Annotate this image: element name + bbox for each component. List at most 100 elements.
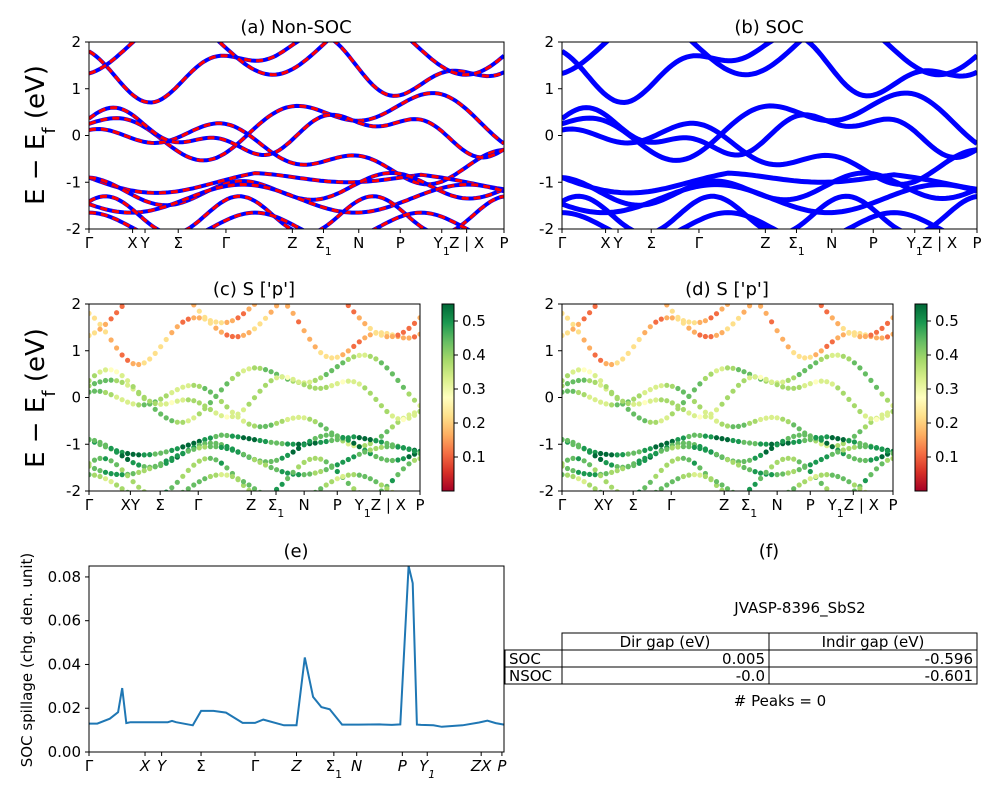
panel-c-band-point (406, 461, 412, 467)
panel-d-band-point (763, 310, 769, 316)
panel-d-band-point (680, 473, 687, 480)
panel-b-ytick-label: -2 (539, 220, 554, 238)
panel-c-band-point (125, 473, 131, 479)
panel-c-band-point (251, 457, 258, 463)
colorbar-tick-label: 0.2 (462, 414, 486, 432)
panel-b-xtick-label: N (826, 234, 837, 252)
panel-c-band-point (417, 331, 420, 337)
panel-c-band-point (152, 406, 158, 412)
panel-c-band-point (108, 316, 114, 322)
panel-c-band-point (119, 304, 125, 309)
panel-c-band-point (240, 407, 247, 413)
panel-c-band-point (240, 311, 247, 317)
panel-c-band-point (191, 440, 197, 446)
panel-c-band-point (240, 479, 247, 485)
panel-d-band-point (658, 418, 664, 424)
panel-c-band-point (307, 456, 313, 462)
panel-c-band-point (400, 335, 406, 341)
panel-c-band-point (351, 354, 357, 360)
panel-c-ytick-label: 2 (71, 295, 81, 313)
panel-c-xtick-label: N (299, 496, 310, 514)
panel-d-band-point (581, 458, 587, 464)
panel-c-band-point (141, 452, 147, 458)
panel-d-band-point (791, 456, 797, 462)
panel-c-band-point (89, 389, 92, 395)
panel-d-xtick-label: XY (594, 496, 614, 514)
panel-d-band-point (835, 473, 841, 480)
panel-c-band-point (301, 415, 307, 421)
panel-d-band-point (863, 489, 868, 491)
panel-d-band-point (724, 457, 731, 463)
panel-d-band-point (564, 388, 571, 394)
panel-d-band-point (575, 476, 582, 482)
panel-c-ytick-label: 0 (71, 389, 81, 407)
panel-d-band-point (796, 438, 802, 445)
panel-d-band-point (846, 329, 852, 336)
panel-c-band-point (307, 278, 312, 283)
panel-c-band-point (169, 418, 175, 424)
panel-c-band-point (141, 394, 147, 400)
panel-d-band-point (769, 441, 775, 447)
panel-c-band-point (125, 357, 131, 363)
panel-e-ytick-label: 0.06 (48, 612, 81, 630)
panel-c-band-point (329, 437, 335, 444)
panel-d-band-point (702, 333, 709, 340)
panel-c-band-point (202, 476, 208, 482)
panel-c-band-point (351, 434, 357, 440)
panel-c-band-point (345, 480, 351, 486)
panel-d-band-point (752, 481, 758, 487)
panel-c-band-point (318, 439, 324, 445)
panel-d-band-point (581, 337, 587, 343)
panel-c-band-point (213, 410, 219, 416)
panel-c-band-point (196, 458, 202, 464)
panel-d-band-point (807, 468, 813, 475)
panel-d-band-point (664, 415, 670, 421)
panel-d-band-point (775, 280, 780, 285)
panel-d-band-point (647, 446, 653, 452)
panel-d-frame (561, 303, 894, 492)
panel-d-band-point (769, 319, 775, 325)
panel-d-band-point (724, 437, 731, 443)
panel-c-band-point (351, 454, 357, 460)
panel-d-band-point (785, 419, 791, 425)
panel-d-band-point (636, 336, 642, 343)
panel-d-band-point (708, 449, 714, 455)
panel-c-band-point (373, 396, 379, 402)
panel-d-band-point (851, 439, 858, 445)
panel-d-band-point (879, 498, 884, 503)
panel-d-band-point (813, 360, 819, 366)
panel-d-band-point (713, 482, 720, 488)
panel-c-band-point (285, 470, 291, 476)
panel-b-frame (561, 41, 978, 230)
panel-d-band-point (691, 387, 698, 393)
panel-d-band-point (840, 353, 846, 359)
panel-d-band-point (747, 371, 753, 377)
panel-c-band-point (334, 381, 340, 387)
panel-b-xtick-label: Y1 (906, 234, 923, 258)
panel-c-band-point (367, 332, 373, 338)
panel-e-xtick-label: Z (290, 757, 302, 775)
panel-c-band-point (301, 442, 307, 448)
panel-e-ytick-label: 0.08 (48, 568, 81, 586)
panel-d-band-point (658, 397, 664, 403)
panel-d-band-point (664, 315, 670, 321)
table-row-soc-label: SOC (509, 650, 541, 668)
panel-a-ytick-label: 0 (71, 127, 81, 145)
panel-c-band-point (174, 324, 180, 330)
panel-d-band-point (603, 384, 609, 390)
panel-c-band-point (229, 318, 235, 324)
panel-c-band-point (323, 384, 329, 390)
panel-c-band-point (262, 462, 269, 468)
panel-d-band-point (807, 437, 813, 443)
table-row-nsoc-dir: -0.0 (736, 667, 765, 685)
panel-d-band-point (697, 445, 703, 452)
panel-d-band-point (680, 320, 687, 326)
panel-d-band-point (642, 330, 648, 336)
panel-a-xtick-label: X (127, 234, 137, 252)
panel-c-band-point (202, 456, 208, 462)
panel-e-xtick-label: N (351, 757, 362, 775)
panel-d-band-point (686, 393, 692, 399)
panel-d-band-point (564, 381, 571, 387)
panel-b-band-line (562, 105, 977, 161)
panel-c-band-point (114, 310, 120, 316)
